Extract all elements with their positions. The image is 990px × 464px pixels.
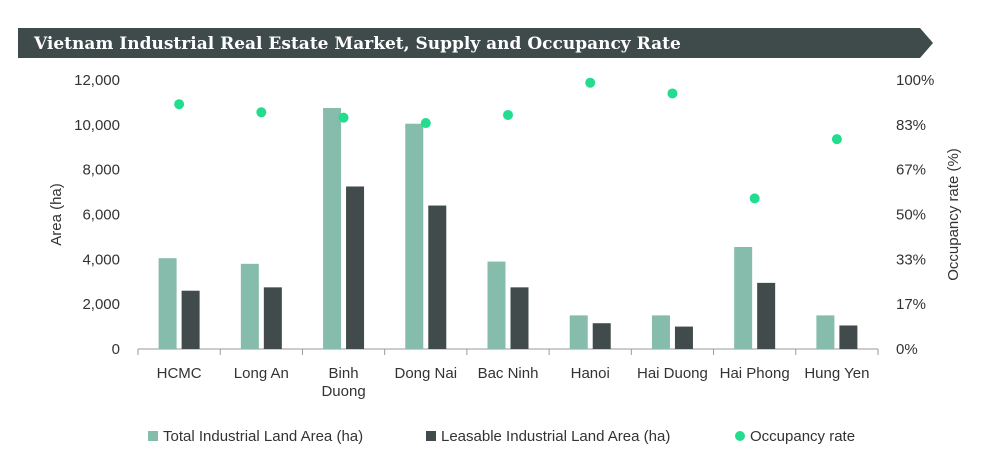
x-tick-label: Hung Yen	[804, 365, 869, 382]
legend-swatch	[148, 431, 158, 441]
y2-tick-label: 50%	[896, 207, 926, 224]
bar-leasable	[346, 186, 365, 349]
y-tick-label: 2,000	[82, 296, 120, 313]
bar-total	[651, 315, 670, 349]
axis-labels: 0 2,000 4,000 6,000 8,000 10,000 12,000 0% 17% 33…	[48, 72, 962, 400]
bar-total	[240, 263, 259, 349]
bar-leasable	[757, 282, 776, 349]
x-tick-label: Hai Phong	[720, 365, 790, 382]
occupancy-point	[831, 134, 842, 145]
axes	[137, 348, 879, 355]
y2-axis-title: Occupancy rate (%)	[945, 148, 962, 281]
bar-leasable	[674, 326, 693, 349]
y-tick-label: 8,000	[82, 162, 120, 179]
x-tick-label: HCMC	[157, 365, 202, 382]
bar-total	[158, 258, 177, 349]
occupancy-point	[338, 112, 349, 123]
occupancy-point	[420, 118, 431, 129]
x-tick-label: Duong	[321, 383, 365, 400]
bar-leasable	[592, 323, 611, 349]
bar-total	[487, 261, 506, 349]
y-tick-label: 4,000	[82, 251, 120, 268]
legend-label: Total Industrial Land Area (ha)	[163, 428, 363, 445]
occupancy-point	[667, 88, 678, 99]
x-tick-label: Bac Ninh	[478, 365, 539, 382]
y-axis-title: Area (ha)	[48, 183, 65, 246]
bar-total	[405, 123, 424, 350]
chart-title: Vietnam Industrial Real Estate Market, S…	[33, 34, 681, 54]
bar-total	[734, 247, 753, 349]
x-tick-label: Long An	[234, 365, 289, 382]
bar-leasable	[839, 325, 858, 349]
bar-leasable	[181, 290, 200, 349]
y-tick-label: 0	[112, 341, 120, 358]
y2-tick-label: 17%	[896, 296, 926, 313]
y2-tick-label: 67%	[896, 162, 926, 179]
bar-total	[569, 315, 588, 349]
x-tick-label: Hai Duong	[637, 365, 708, 382]
y2-tick-label: 33%	[896, 251, 926, 268]
y-tick-label: 6,000	[82, 207, 120, 224]
occupancy-point	[174, 99, 185, 110]
legend-swatch	[426, 431, 436, 441]
occupancy-points	[174, 77, 842, 204]
bar-leasable	[428, 205, 447, 349]
y2-tick-label: 100%	[896, 72, 934, 89]
legend: Total Industrial Land Area (ha) Leasable …	[148, 428, 855, 445]
x-tick-label: Hanoi	[571, 365, 610, 382]
title-banner-shape	[18, 28, 933, 58]
bars	[158, 108, 858, 350]
y-tick-label: 12,000	[74, 72, 120, 89]
bar-leasable	[510, 287, 529, 349]
bar-total	[323, 108, 342, 349]
bar-leasable	[263, 287, 282, 349]
legend-label: Leasable Industrial Land Area (ha)	[441, 428, 670, 445]
occupancy-point	[503, 109, 513, 120]
occupancy-point	[585, 77, 596, 88]
x-tick-label: Binh	[329, 365, 359, 382]
legend-swatch	[735, 431, 745, 441]
occupancy-point	[256, 107, 267, 118]
title-banner: Vietnam Industrial Real Estate Market, S…	[18, 28, 933, 58]
bar-total	[816, 315, 835, 349]
y2-tick-label: 0%	[896, 341, 918, 358]
occupancy-point	[749, 193, 760, 204]
legend-label: Occupancy rate	[750, 428, 855, 445]
y-tick-label: 10,000	[74, 117, 120, 134]
y2-tick-label: 83%	[896, 117, 926, 134]
x-tick-label: Dong Nai	[395, 365, 458, 382]
